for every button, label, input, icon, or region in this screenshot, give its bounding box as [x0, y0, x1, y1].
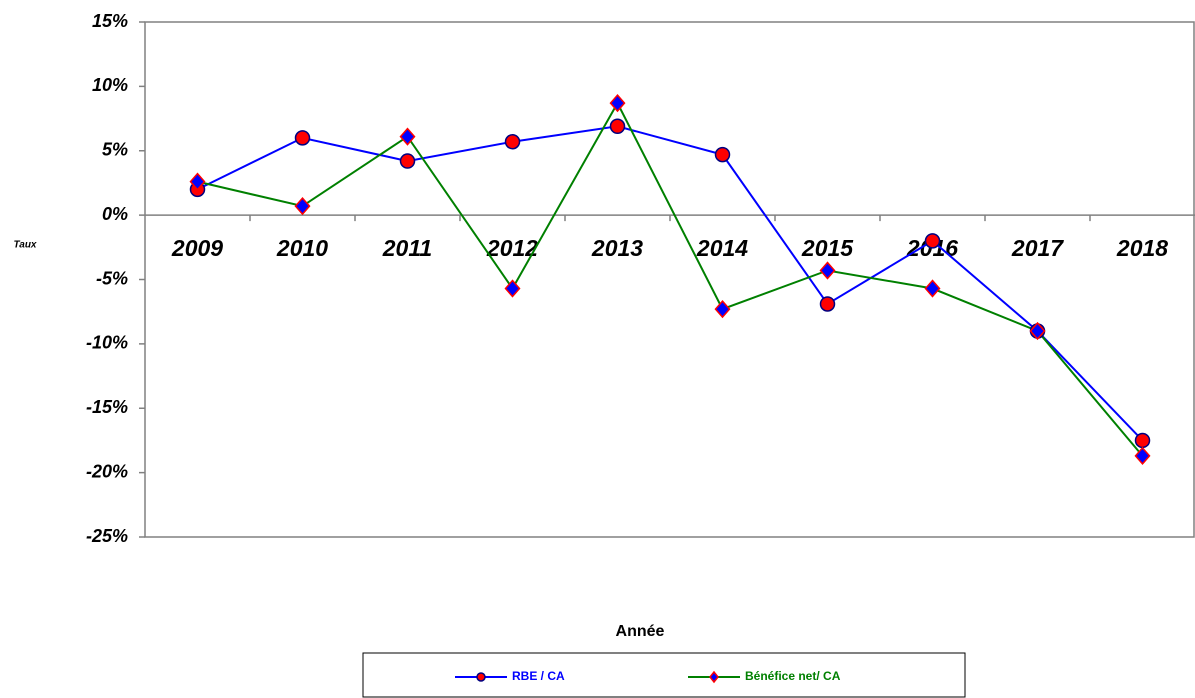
legend-marker	[476, 672, 486, 682]
data-point	[819, 296, 836, 312]
x-axis-label: Année	[616, 623, 665, 640]
x-tick-label: 2015	[801, 235, 854, 261]
x-tick-label: 2011	[382, 235, 432, 261]
y-tick-label: 5%	[102, 140, 128, 160]
data-point	[399, 153, 416, 169]
x-tick-label: 2018	[1116, 235, 1168, 261]
legend-box	[362, 652, 966, 698]
data-point	[294, 130, 311, 146]
y-tick-label: 15%	[92, 11, 128, 31]
x-tick-label: 2017	[1011, 235, 1064, 261]
data-point	[609, 93, 626, 113]
y-tick-label: 0%	[102, 204, 128, 224]
data-point	[714, 146, 731, 163]
series-line	[197, 125, 1144, 442]
data-point	[399, 127, 416, 146]
y-tick-label: -25%	[86, 526, 128, 546]
legend-label: Bénéfice net/ CA	[745, 669, 841, 683]
series-line	[197, 101, 1144, 457]
data-point	[294, 196, 311, 216]
x-tick-label: 2014	[696, 235, 748, 261]
data-point	[1029, 321, 1046, 341]
data-point	[924, 279, 941, 298]
y-tick-label: -10%	[86, 333, 128, 353]
data-point	[189, 172, 206, 191]
y-tick-label: 10%	[92, 75, 128, 95]
data-point	[714, 299, 731, 319]
data-point	[504, 279, 521, 298]
plot-area	[144, 21, 1195, 538]
legend-marker	[709, 670, 719, 684]
y-tick-label: -5%	[96, 268, 128, 288]
data-point	[504, 133, 521, 150]
data-point	[819, 261, 836, 280]
data-point	[1134, 432, 1151, 449]
data-point	[609, 118, 626, 135]
y-tick-label: -15%	[86, 397, 128, 417]
x-tick-label: 2013	[591, 235, 643, 261]
legend-label: RBE / CA	[512, 669, 565, 683]
x-tick-label: 2010	[276, 235, 328, 261]
data-point	[924, 233, 941, 249]
x-tick-label: 2009	[171, 235, 223, 261]
data-point	[1134, 446, 1151, 466]
y-axis-label: Taux	[14, 240, 37, 251]
y-tick-label: -20%	[86, 461, 128, 481]
